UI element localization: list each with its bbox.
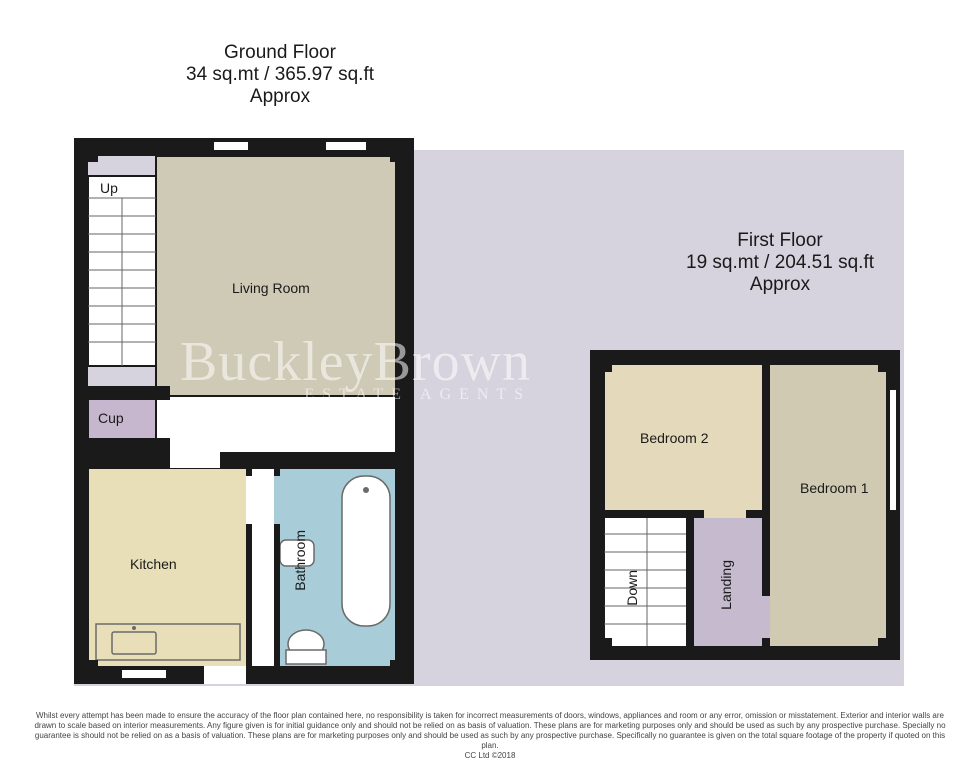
ground-floor-plan xyxy=(74,138,414,684)
label-bed1: Bedroom 1 xyxy=(800,480,868,496)
floorplan-canvas: Ground Floor 34 sq.mt / 365.97 sq.ft App… xyxy=(0,0,980,769)
first-floor-name: First Floor xyxy=(650,230,910,252)
first-floor-approx: Approx xyxy=(650,274,910,296)
label-cup: Cup xyxy=(98,410,124,426)
ground-floor-approx: Approx xyxy=(150,86,410,108)
disclaimer-block: Whilst every attempt has been made to en… xyxy=(30,711,950,761)
label-bed2: Bedroom 2 xyxy=(640,430,708,446)
copyright-text: CC Ltd ©2018 xyxy=(465,751,516,760)
label-living: Living Room xyxy=(232,280,310,296)
label-bathroom: Bathroom xyxy=(292,530,308,591)
ground-floor-area: 34 sq.mt / 365.97 sq.ft xyxy=(150,64,410,86)
label-up: Up xyxy=(100,180,118,196)
label-down: Down xyxy=(624,570,640,606)
label-kitchen: Kitchen xyxy=(130,556,177,572)
first-floor-plan xyxy=(590,350,900,660)
disclaimer-text: Whilst every attempt has been made to en… xyxy=(34,711,945,750)
first-floor-area: 19 sq.mt / 204.51 sq.ft xyxy=(650,252,910,274)
first-floor-title: First Floor 19 sq.mt / 204.51 sq.ft Appr… xyxy=(650,230,910,296)
ground-floor-name: Ground Floor xyxy=(150,42,410,64)
label-landing: Landing xyxy=(718,560,734,610)
ground-floor-title: Ground Floor 34 sq.mt / 365.97 sq.ft App… xyxy=(150,42,410,108)
